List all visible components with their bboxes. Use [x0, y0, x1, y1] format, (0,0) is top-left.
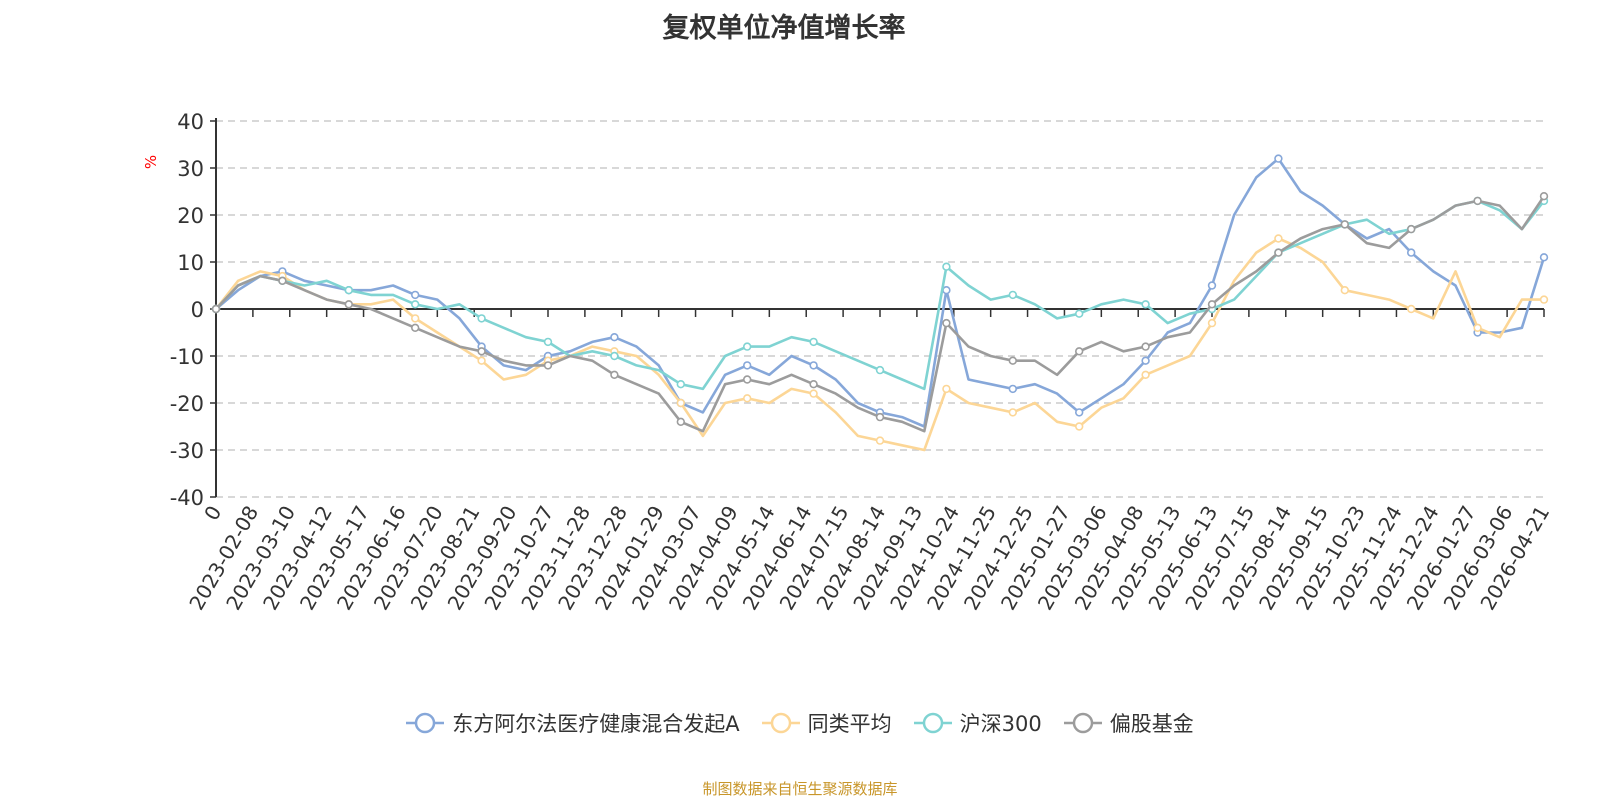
- data-point-peer: [477, 356, 486, 365]
- data-point-equity: [1074, 347, 1084, 356]
- chart-title: 复权单位净值增长率: [662, 13, 906, 44]
- data-point-equity: [477, 347, 486, 356]
- data-point-csi300: [809, 337, 818, 347]
- data-point-equity: [1274, 248, 1283, 257]
- data-point-peer: [676, 398, 685, 408]
- y-axis-unit-label: %: [142, 155, 160, 169]
- series-lines: [211, 154, 1549, 452]
- data-point-csi300: [676, 380, 685, 389]
- data-point-equity: [676, 417, 685, 426]
- legend-marker-icon: [761, 712, 800, 734]
- line-chart: -40-30-20-1001020304002023-02-082023-03-…: [142, 110, 1554, 614]
- x-tick-label: 0: [199, 502, 226, 525]
- data-point-equity: [211, 304, 221, 314]
- y-tick-label: 40: [177, 110, 204, 134]
- chart-legend: 东方阿尔法医疗健康混合发起A 同类平均 沪深300 偏股基金: [0, 706, 1600, 740]
- data-point-csi300: [875, 365, 885, 375]
- data-source-note: 制图数据来自恒生聚源数据库: [702, 780, 898, 798]
- data-point-csi300: [411, 300, 420, 309]
- data-point-csi300: [344, 286, 353, 295]
- data-point-fund: [809, 361, 818, 370]
- legend-item-peer[interactable]: 同类平均: [761, 708, 892, 738]
- y-tick-label: 10: [177, 251, 204, 275]
- data-point-peer: [411, 314, 420, 323]
- data-point-csi300: [477, 314, 486, 323]
- data-point-csi300: [1074, 309, 1084, 318]
- data-point-fund: [1207, 281, 1217, 290]
- data-point-peer: [1539, 295, 1549, 304]
- data-point-equity: [809, 380, 818, 389]
- data-point-peer: [1008, 408, 1017, 417]
- data-point-peer: [1274, 234, 1283, 243]
- data-point-fund: [411, 290, 420, 300]
- data-point-equity: [1473, 196, 1482, 206]
- data-point-equity: [1207, 300, 1217, 309]
- legend-label: 同类平均: [807, 712, 892, 736]
- data-point-equity: [875, 412, 885, 422]
- data-point-peer: [1340, 286, 1350, 295]
- data-point-equity: [1008, 356, 1017, 365]
- data-point-peer: [1074, 422, 1084, 431]
- legend-item-csi300[interactable]: 沪深300: [913, 708, 1042, 738]
- data-point-csi300: [1008, 290, 1017, 300]
- legend-marker-icon: [913, 712, 952, 734]
- y-tick-label: -10: [170, 345, 204, 369]
- legend-label: 东方阿尔法医疗健康混合发起A: [452, 712, 740, 736]
- y-tick-label: 0: [191, 298, 204, 322]
- legend-item-equity[interactable]: 偏股基金: [1063, 708, 1194, 738]
- legend-label: 偏股基金: [1109, 712, 1194, 736]
- data-point-fund: [1539, 253, 1549, 262]
- data-point-peer: [1207, 318, 1217, 328]
- data-point-fund: [1008, 384, 1017, 394]
- data-point-csi300: [543, 337, 553, 347]
- data-point-equity: [1539, 192, 1549, 201]
- legend-marker-icon: [1063, 712, 1102, 734]
- legend-item-fund[interactable]: 东方阿尔法医疗健康混合发起A: [406, 708, 740, 738]
- y-tick-label: -30: [170, 439, 204, 463]
- data-point-csi300: [610, 351, 619, 361]
- data-point-equity: [278, 276, 287, 285]
- data-point-fund: [1274, 154, 1283, 163]
- data-point-equity: [1406, 224, 1416, 234]
- data-point-equity: [942, 318, 951, 328]
- data-point-fund: [1141, 356, 1150, 365]
- data-point-equity: [1340, 220, 1350, 229]
- data-point-fund: [1406, 248, 1416, 257]
- data-point-equity: [1141, 342, 1150, 351]
- data-point-equity: [543, 361, 553, 370]
- data-point-peer: [942, 384, 951, 394]
- data-point-equity: [344, 300, 353, 309]
- data-point-csi300: [742, 342, 752, 351]
- data-point-fund: [1074, 408, 1084, 417]
- data-point-fund: [610, 333, 619, 342]
- data-point-peer: [809, 389, 818, 398]
- y-tick-label: 20: [177, 204, 204, 228]
- legend-marker-icon: [406, 712, 445, 734]
- data-point-peer: [1473, 323, 1482, 332]
- data-point-peer: [875, 436, 885, 445]
- data-point-equity: [610, 370, 619, 379]
- y-tick-label: -20: [170, 392, 204, 416]
- y-tick-label: 30: [177, 157, 204, 181]
- data-point-peer: [742, 394, 752, 403]
- data-point-csi300: [1141, 300, 1150, 309]
- data-point-fund: [742, 361, 752, 370]
- data-point-fund: [942, 286, 951, 295]
- data-point-equity: [742, 375, 752, 384]
- data-point-peer: [1141, 370, 1150, 379]
- data-point-csi300: [942, 262, 951, 271]
- legend-label: 沪深300: [959, 712, 1042, 736]
- data-point-equity: [411, 323, 420, 332]
- data-point-peer: [1406, 304, 1416, 314]
- y-tick-label: -40: [170, 486, 204, 510]
- grid-lines: [216, 120, 1544, 498]
